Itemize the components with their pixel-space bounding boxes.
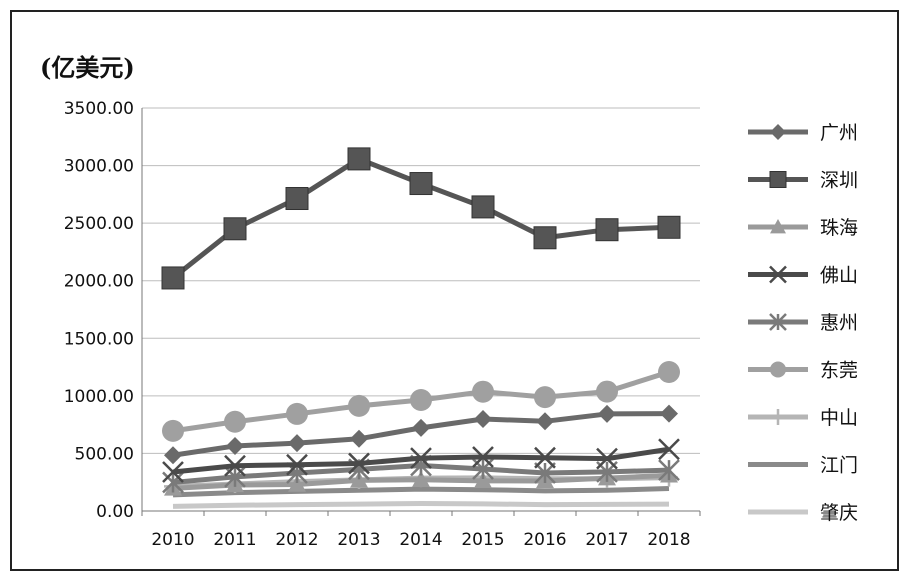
legend-item: 东莞 xyxy=(748,360,858,382)
data-point xyxy=(288,475,306,492)
legend-item: 深圳 xyxy=(748,170,858,192)
legend-item: 佛山 xyxy=(748,265,858,287)
legend-marker xyxy=(769,171,787,188)
data-point xyxy=(162,419,184,442)
data-point xyxy=(660,404,678,423)
series-江门 xyxy=(172,486,670,498)
x-tick-label: 2012 xyxy=(275,530,318,550)
legend-item: 肇庆 xyxy=(748,502,858,524)
data-point xyxy=(286,402,308,425)
series-line xyxy=(172,486,670,498)
data-point xyxy=(657,215,681,239)
data-point xyxy=(533,226,557,250)
data-point xyxy=(658,459,680,482)
data-point xyxy=(534,462,556,484)
legend-label: 珠海 xyxy=(820,217,858,239)
unit-label: (亿美元) xyxy=(40,53,135,82)
legend-marker xyxy=(770,409,786,425)
x-tick-label: 2013 xyxy=(337,530,380,550)
legend-label: 江门 xyxy=(820,455,858,477)
data-point xyxy=(410,447,432,470)
axis-layer: 0.00 500.00 1000.00 1500.00 2000.00 2500.00 30… xyxy=(64,99,701,550)
data-point xyxy=(471,195,495,219)
data-point xyxy=(658,438,680,461)
legend-item: 惠州 xyxy=(748,312,858,334)
legend-item: 广州 xyxy=(748,122,858,144)
data-point xyxy=(412,470,430,487)
y-tick-label: 2500.00 xyxy=(64,214,134,234)
y-tick-label: 1500.00 xyxy=(64,329,134,349)
y-tick-label: 3000.00 xyxy=(64,157,134,177)
data-point xyxy=(410,389,432,412)
data-point xyxy=(472,446,494,468)
x-tick-label: 2017 xyxy=(585,530,628,550)
x-tick-label: 2018 xyxy=(647,530,690,550)
legend-label: 肇庆 xyxy=(820,502,858,524)
x-tick-label: 2016 xyxy=(523,530,566,550)
legend-marker xyxy=(769,265,787,284)
data-point xyxy=(164,446,182,465)
y-tick-label: 500.00 xyxy=(75,444,134,464)
data-point xyxy=(474,410,492,429)
data-point xyxy=(534,446,556,469)
data-point xyxy=(595,218,619,242)
y-tick-label: 1000.00 xyxy=(64,387,134,407)
series-东莞 xyxy=(162,361,680,442)
x-tick-label: 2011 xyxy=(213,530,256,550)
data-point xyxy=(472,380,494,403)
series-line xyxy=(172,501,670,509)
series-广州 xyxy=(164,404,678,465)
x-tick-label: 2015 xyxy=(461,530,504,550)
data-point xyxy=(412,418,430,437)
legend-item: 中山 xyxy=(748,407,858,429)
legend-marker xyxy=(770,361,786,378)
data-point xyxy=(598,404,616,423)
data-point xyxy=(224,410,246,433)
y-tick-label: 2000.00 xyxy=(64,272,134,292)
x-tick-label: 2010 xyxy=(151,530,194,550)
legend-label: 中山 xyxy=(820,407,858,429)
data-point xyxy=(658,361,680,384)
data-point xyxy=(350,471,368,488)
data-point xyxy=(223,217,247,241)
data-point xyxy=(226,436,244,455)
data-point xyxy=(162,461,184,483)
series-佛山 xyxy=(162,438,680,483)
legend-item: 江门 xyxy=(748,455,858,477)
legend-marker xyxy=(770,124,786,140)
data-point xyxy=(286,453,308,476)
x-tick-label: 2014 xyxy=(399,530,442,550)
y-tick-label: 0.00 xyxy=(96,502,134,522)
data-point xyxy=(288,434,306,453)
data-point xyxy=(474,471,492,489)
data-point xyxy=(285,187,309,211)
data-point xyxy=(596,447,618,470)
legend-label: 佛山 xyxy=(820,265,858,287)
legend-item: 珠海 xyxy=(748,217,858,239)
data-point xyxy=(534,386,556,409)
y-tick-label: 3500.00 xyxy=(64,99,134,119)
data-point xyxy=(162,471,184,494)
legend-marker xyxy=(769,313,787,331)
legend-label: 惠州 xyxy=(820,312,858,334)
data-point xyxy=(348,452,370,475)
legend-label: 深圳 xyxy=(820,170,858,192)
data-point xyxy=(350,429,368,448)
data-point xyxy=(161,266,185,290)
data-point xyxy=(224,454,246,477)
data-point xyxy=(596,380,618,403)
data-point xyxy=(224,466,246,488)
legend-label: 东莞 xyxy=(820,360,858,382)
data-point xyxy=(347,147,371,171)
data-point xyxy=(536,412,554,431)
data-point xyxy=(348,394,370,417)
series-肇庆 xyxy=(172,501,670,509)
series-深圳 xyxy=(161,147,681,290)
data-point xyxy=(409,172,433,196)
series-layer xyxy=(161,147,681,509)
legend-label: 广州 xyxy=(820,122,858,144)
legend-marker xyxy=(770,219,786,234)
